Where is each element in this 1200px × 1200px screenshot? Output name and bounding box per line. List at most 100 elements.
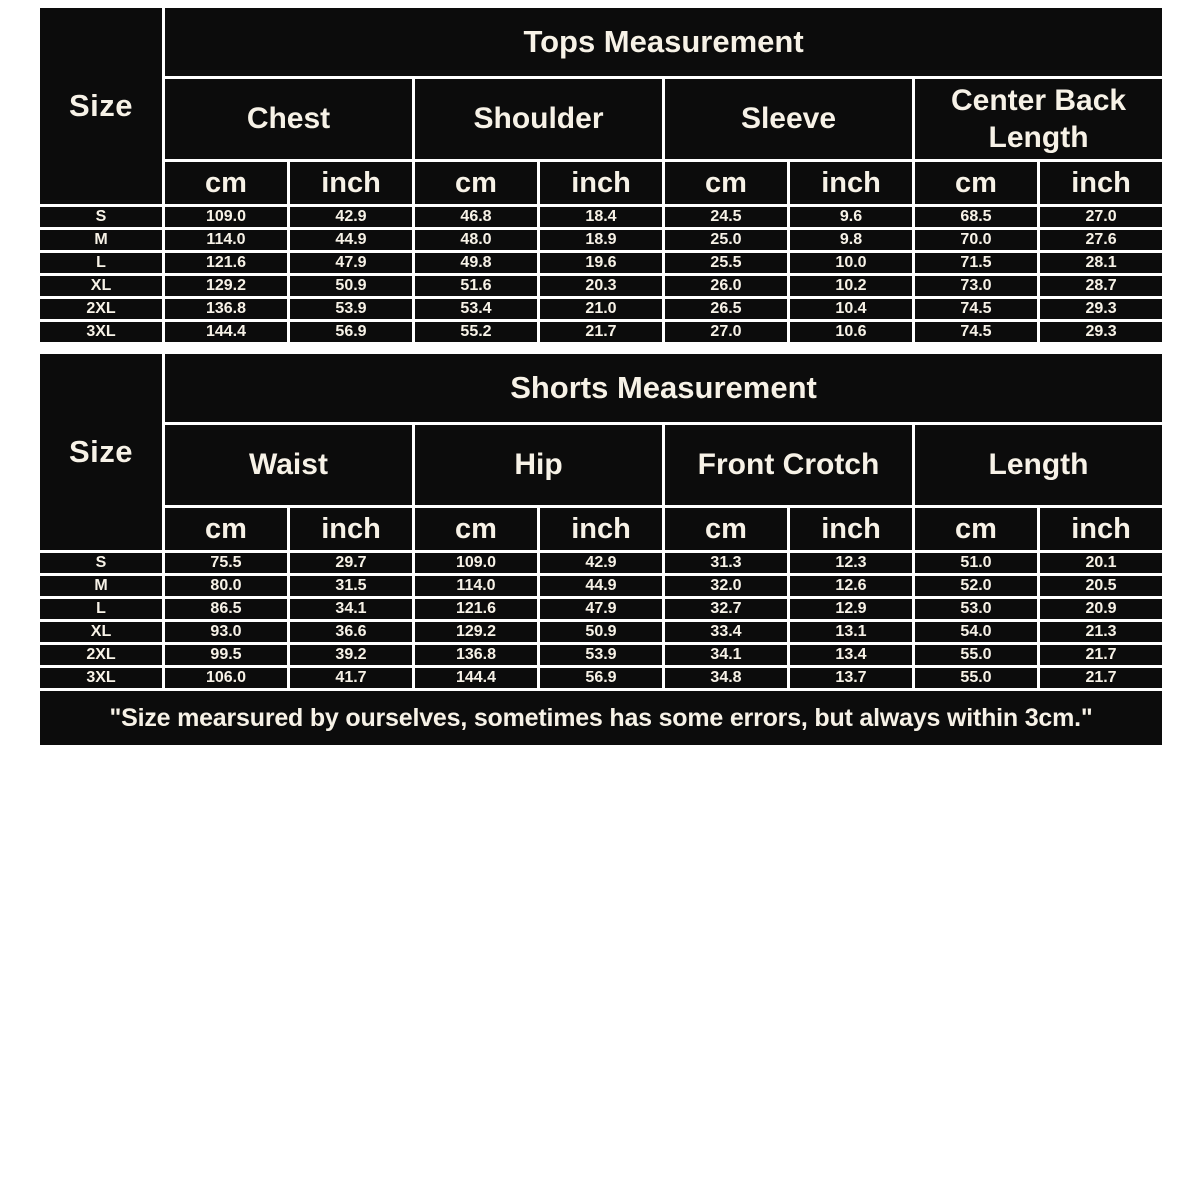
measurement-value: 74.5: [912, 296, 1040, 322]
measurement-value: 51.6: [412, 273, 540, 299]
measurement-value: 109.0: [162, 204, 290, 230]
group-header: Hip: [412, 422, 665, 508]
measurement-value: 10.2: [787, 273, 915, 299]
shorts-measurement-section: Size Shorts Measurement Waist Hip Front Cr…: [36, 351, 1200, 748]
measurement-value: 13.4: [787, 642, 915, 668]
measurement-value: 53.4: [412, 296, 540, 322]
measurement-value: 12.9: [787, 596, 915, 622]
measurement-value: 21.0: [537, 296, 665, 322]
measurement-value: 21.3: [1036, 619, 1166, 645]
measurement-value: 9.6: [787, 204, 915, 230]
unit-header: cm: [412, 159, 540, 207]
measurement-value: 106.0: [162, 665, 290, 691]
tops-group-header-row: Chest Shoulder Sleeve Center Back Length: [39, 76, 1166, 162]
measurement-value: 27.6: [1036, 227, 1166, 253]
size-value: L: [37, 250, 165, 276]
size-value: XL: [37, 273, 165, 299]
measurement-value: 74.5: [912, 319, 1040, 345]
measurement-value: 13.7: [787, 665, 915, 691]
measurement-value: 129.2: [162, 273, 290, 299]
measurement-value: 53.9: [537, 642, 665, 668]
measurement-value: 51.0: [912, 550, 1040, 576]
group-header: Shoulder: [412, 76, 665, 162]
size-value: 3XL: [37, 665, 165, 691]
measurement-value: 25.5: [662, 250, 790, 276]
table-row: 2XL 99.5 39.2 136.8 53.9 34.1 13.4 55.0 21.7: [37, 642, 1166, 668]
measurement-value: 20.1: [1036, 550, 1166, 576]
measurement-value: 25.0: [662, 227, 790, 253]
unit-header: inch: [537, 505, 665, 553]
table-row: M 80.0 31.5 114.0 44.9 32.0 12.6 52.0 20.5: [37, 573, 1166, 599]
measurement-value: 12.3: [787, 550, 915, 576]
shorts-header-table: Size Shorts Measurement Waist Hip Front Cr…: [36, 351, 1166, 748]
measurement-value: 53.0: [912, 596, 1040, 622]
measurement-value: 44.9: [537, 573, 665, 599]
unit-header: cm: [662, 159, 790, 207]
measurement-value: 129.2: [412, 619, 540, 645]
table-row: XL 129.2 50.9 51.6 20.3 26.0 10.2 73.0 28.7: [37, 273, 1166, 299]
measurement-value: 93.0: [162, 619, 290, 645]
measurement-value: 10.0: [787, 250, 915, 276]
measurement-value: 34.8: [662, 665, 790, 691]
measurement-value: 19.6: [537, 250, 665, 276]
measurement-value: 121.6: [162, 250, 290, 276]
size-chart-page: Size Tops Measurement Chest Shoulder Sleev…: [36, 5, 1200, 748]
measurement-value: 136.8: [412, 642, 540, 668]
table-row: XL 93.0 36.6 129.2 50.9 33.4 13.1 54.0 21.3: [37, 619, 1166, 645]
measurement-value: 99.5: [162, 642, 290, 668]
measurement-value: 55.2: [412, 319, 540, 345]
footer-note: "Size mearsured by ourselves, sometimes …: [36, 688, 1166, 748]
measurement-value: 73.0: [912, 273, 1040, 299]
measurement-value: 80.0: [162, 573, 290, 599]
measurement-value: 20.5: [1036, 573, 1166, 599]
tops-measurement-section: Size Tops Measurement Chest Shoulder Sleev…: [37, 5, 1200, 345]
measurement-value: 34.1: [287, 596, 415, 622]
measurement-value: 42.9: [537, 550, 665, 576]
measurement-value: 71.5: [912, 250, 1040, 276]
tops-title-row: Size Tops Measurement: [37, 5, 1166, 207]
measurement-value: 55.0: [912, 642, 1040, 668]
table-row: L 86.5 34.1 121.6 47.9 32.7 12.9 53.0 20.9: [37, 596, 1166, 622]
measurement-value: 10.4: [787, 296, 915, 322]
table-title: Tops Measurement: [161, 5, 1166, 79]
measurement-value: 18.4: [537, 204, 665, 230]
unit-header: inch: [787, 159, 915, 207]
group-header: Sleeve: [662, 76, 915, 162]
shorts-title-row: Size Shorts Measurement: [37, 351, 1166, 553]
measurement-value: 55.0: [912, 665, 1040, 691]
measurement-value: 109.0: [412, 550, 540, 576]
unit-header: cm: [412, 505, 540, 553]
measurement-value: 36.6: [287, 619, 415, 645]
measurement-value: 144.4: [412, 665, 540, 691]
measurement-value: 21.7: [1036, 665, 1166, 691]
measurement-value: 47.9: [537, 596, 665, 622]
group-header: Length: [911, 422, 1166, 508]
table-row: 3XL 144.4 56.9 55.2 21.7 27.0 10.6 74.5 29.3: [37, 319, 1166, 345]
measurement-value: 12.6: [787, 573, 915, 599]
measurement-value: 28.7: [1036, 273, 1166, 299]
unit-header: inch: [537, 159, 665, 207]
table-row: M 114.0 44.9 48.0 18.9 25.0 9.8 70.0 27.6: [37, 227, 1166, 253]
measurement-value: 56.9: [287, 319, 415, 345]
measurement-value: 70.0: [912, 227, 1040, 253]
measurement-value: 31.3: [662, 550, 790, 576]
measurement-value: 53.9: [287, 296, 415, 322]
measurement-value: 144.4: [162, 319, 290, 345]
measurement-value: 27.0: [662, 319, 790, 345]
measurement-value: 44.9: [287, 227, 415, 253]
measurement-value: 32.0: [662, 573, 790, 599]
size-value: 2XL: [37, 296, 165, 322]
measurement-value: 21.7: [1036, 642, 1166, 668]
measurement-value: 34.1: [662, 642, 790, 668]
size-value: S: [37, 204, 165, 230]
measurement-value: 114.0: [162, 227, 290, 253]
table-title: Shorts Measurement: [161, 351, 1166, 425]
measurement-value: 49.8: [412, 250, 540, 276]
measurement-value: 26.5: [662, 296, 790, 322]
size-value: S: [37, 550, 165, 576]
shorts-unit-header-row: cm inch cm inch cm inch cm inch: [39, 505, 1166, 553]
measurement-value: 136.8: [162, 296, 290, 322]
measurement-value: 75.5: [162, 550, 290, 576]
measurement-value: 46.8: [412, 204, 540, 230]
measurement-value: 10.6: [787, 319, 915, 345]
